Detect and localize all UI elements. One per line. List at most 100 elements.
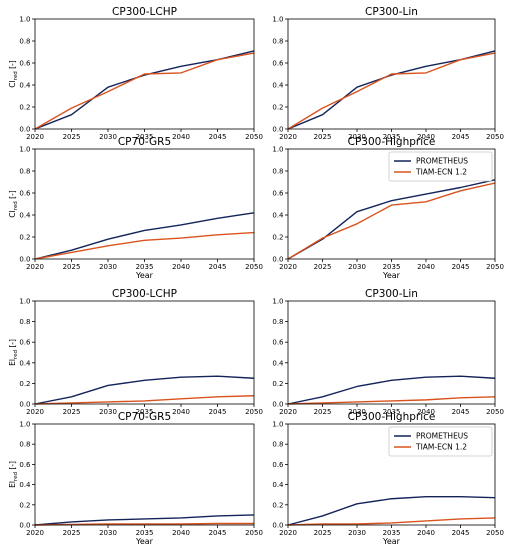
x-tick-label: 2020 [279,529,297,537]
x-tick-label: 2045 [452,408,470,416]
subplot-title: CP70-GR5 [118,411,171,423]
series-line-prometheus [287,50,496,130]
x-tick-label: 2040 [172,529,190,537]
x-tick-label: 2045 [452,529,470,537]
x-tick-label: 2030 [99,263,117,271]
x-tick-label: 2020 [279,408,297,416]
y-tick-label: 0.2 [19,380,30,388]
x-tick-label: 2050 [245,133,263,141]
y-tick-label: 0.6 [272,60,284,68]
x-tick-label: 2035 [383,263,401,271]
series-line-prometheus [34,212,255,260]
x-tick-label: 2025 [314,529,332,537]
x-tick-label: 2030 [99,529,117,537]
series-line-tiam-ecn-1-2 [287,52,496,130]
x-axis-label: Year [382,271,401,280]
subplot-3: CP70-GR5 2020 2025 2030 2035 2040 2045 2050 0.0 0… [8,136,263,280]
series-line-tiam-ecn-1-2 [34,395,255,405]
x-tick-label: 2035 [383,408,401,416]
x-tick-label: 2030 [348,529,366,537]
series-line-prometheus [34,514,255,526]
axes-frame [34,18,255,130]
subplot-6: CP300-Lin 2020 2025 2030 2035 2040 2045 2050 0.0… [272,288,504,416]
y-tick-label: 0.2 [272,104,283,112]
subplot-title: CP300-Lin [365,6,418,18]
x-tick-label: 2030 [348,133,366,141]
y-tick-label: 0.0 [272,401,283,409]
y-tick-label: 0.6 [272,190,284,198]
subplot-1: CP300-LCHP 2020 2025 2030 2035 2040 2045 2050 0.… [8,6,263,141]
series-line-tiam-ecn-1-2 [287,182,496,260]
x-tick-label: 2045 [209,408,227,416]
x-tick-label: 2035 [136,133,154,141]
x-tick-label: 2035 [136,529,154,537]
x-tick-label: 2045 [452,133,470,141]
x-axis-label: Year [382,537,401,546]
series-line-prometheus [287,375,496,405]
x-tick-label: 2030 [99,408,117,416]
x-tick-label: 2040 [172,133,190,141]
series-line-prometheus [34,375,255,405]
x-tick-label: 2025 [314,408,332,416]
y-tick-label: 0.6 [272,339,284,347]
x-tick-label: 2025 [63,408,81,416]
subplot-2: CP300-Lin 2020 2025 2030 2035 2040 2045 2050 0.0… [272,6,504,141]
series-line-tiam-ecn-1-2 [34,52,255,130]
y-tick-label: 0.2 [19,234,30,242]
axes-frame [287,300,496,405]
x-tick-label: 2020 [26,133,44,141]
y-tick-label: 0.8 [19,318,30,326]
legend-label: TIAM-ECN 1.2 [415,168,467,177]
axes-frame [287,18,496,130]
y-tick-label: 0.2 [272,501,283,509]
y-tick-label: 1.0 [19,146,30,154]
x-tick-label: 2040 [417,263,435,271]
series-line-tiam-ecn-1-2 [287,396,496,405]
y-tick-label: 1.0 [19,298,30,306]
y-axis-label: Elred [-] [8,339,19,366]
y-tick-label: 0.0 [19,256,30,264]
series-line-tiam-ecn-1-2 [34,522,254,526]
y-tick-label: 0.2 [19,104,30,112]
y-tick-label: 0.8 [272,38,283,46]
x-tick-label: 2040 [417,529,435,537]
x-tick-label: 2020 [279,263,297,271]
x-tick-label: 2040 [172,263,190,271]
y-tick-label: 0.6 [272,461,284,469]
y-tick-label: 0.4 [272,481,284,489]
x-tick-label: 2035 [136,408,154,416]
y-tick-label: 0.4 [19,481,31,489]
subplot-8: CP300-Highprice 2020 2025 2030 2035 2040 2045 2… [272,411,504,546]
y-tick-label: 0.0 [19,126,30,134]
x-tick-label: 2020 [26,263,44,271]
axes-frame [287,148,496,260]
y-tick-label: 0.4 [19,82,31,90]
y-tick-label: 1.0 [19,16,30,24]
legend-label: PROMETHEUS [416,432,468,441]
x-tick-label: 2025 [63,529,81,537]
x-tick-label: 2020 [26,408,44,416]
subplot-title: CP300-Highprice [348,136,436,148]
series-line-prometheus [287,496,496,526]
y-tick-label: 0.8 [272,168,283,176]
x-tick-label: 2045 [209,529,227,537]
y-tick-label: 0.8 [272,441,283,449]
x-tick-label: 2025 [63,133,81,141]
legend-label: TIAM-ECN 1.2 [415,443,467,452]
x-tick-label: 2030 [99,133,117,141]
y-tick-label: 0.6 [19,461,31,469]
x-tick-label: 2040 [172,408,190,416]
x-axis-label: Year [135,537,154,546]
x-tick-label: 2050 [245,529,263,537]
y-tick-label: 0.4 [19,359,31,367]
y-tick-label: 1.0 [272,421,283,429]
axes-frame [34,148,255,260]
y-tick-label: 0.0 [272,256,283,264]
y-axis-label: CIred [-] [8,60,19,87]
legend: PROMETHEUS TIAM-ECN 1.2 [388,426,493,457]
y-tick-label: 0.2 [19,501,30,509]
x-tick-label: 2050 [245,263,263,271]
x-tick-label: 2040 [417,133,435,141]
legend-box [388,151,493,182]
y-tick-label: 1.0 [272,146,283,154]
